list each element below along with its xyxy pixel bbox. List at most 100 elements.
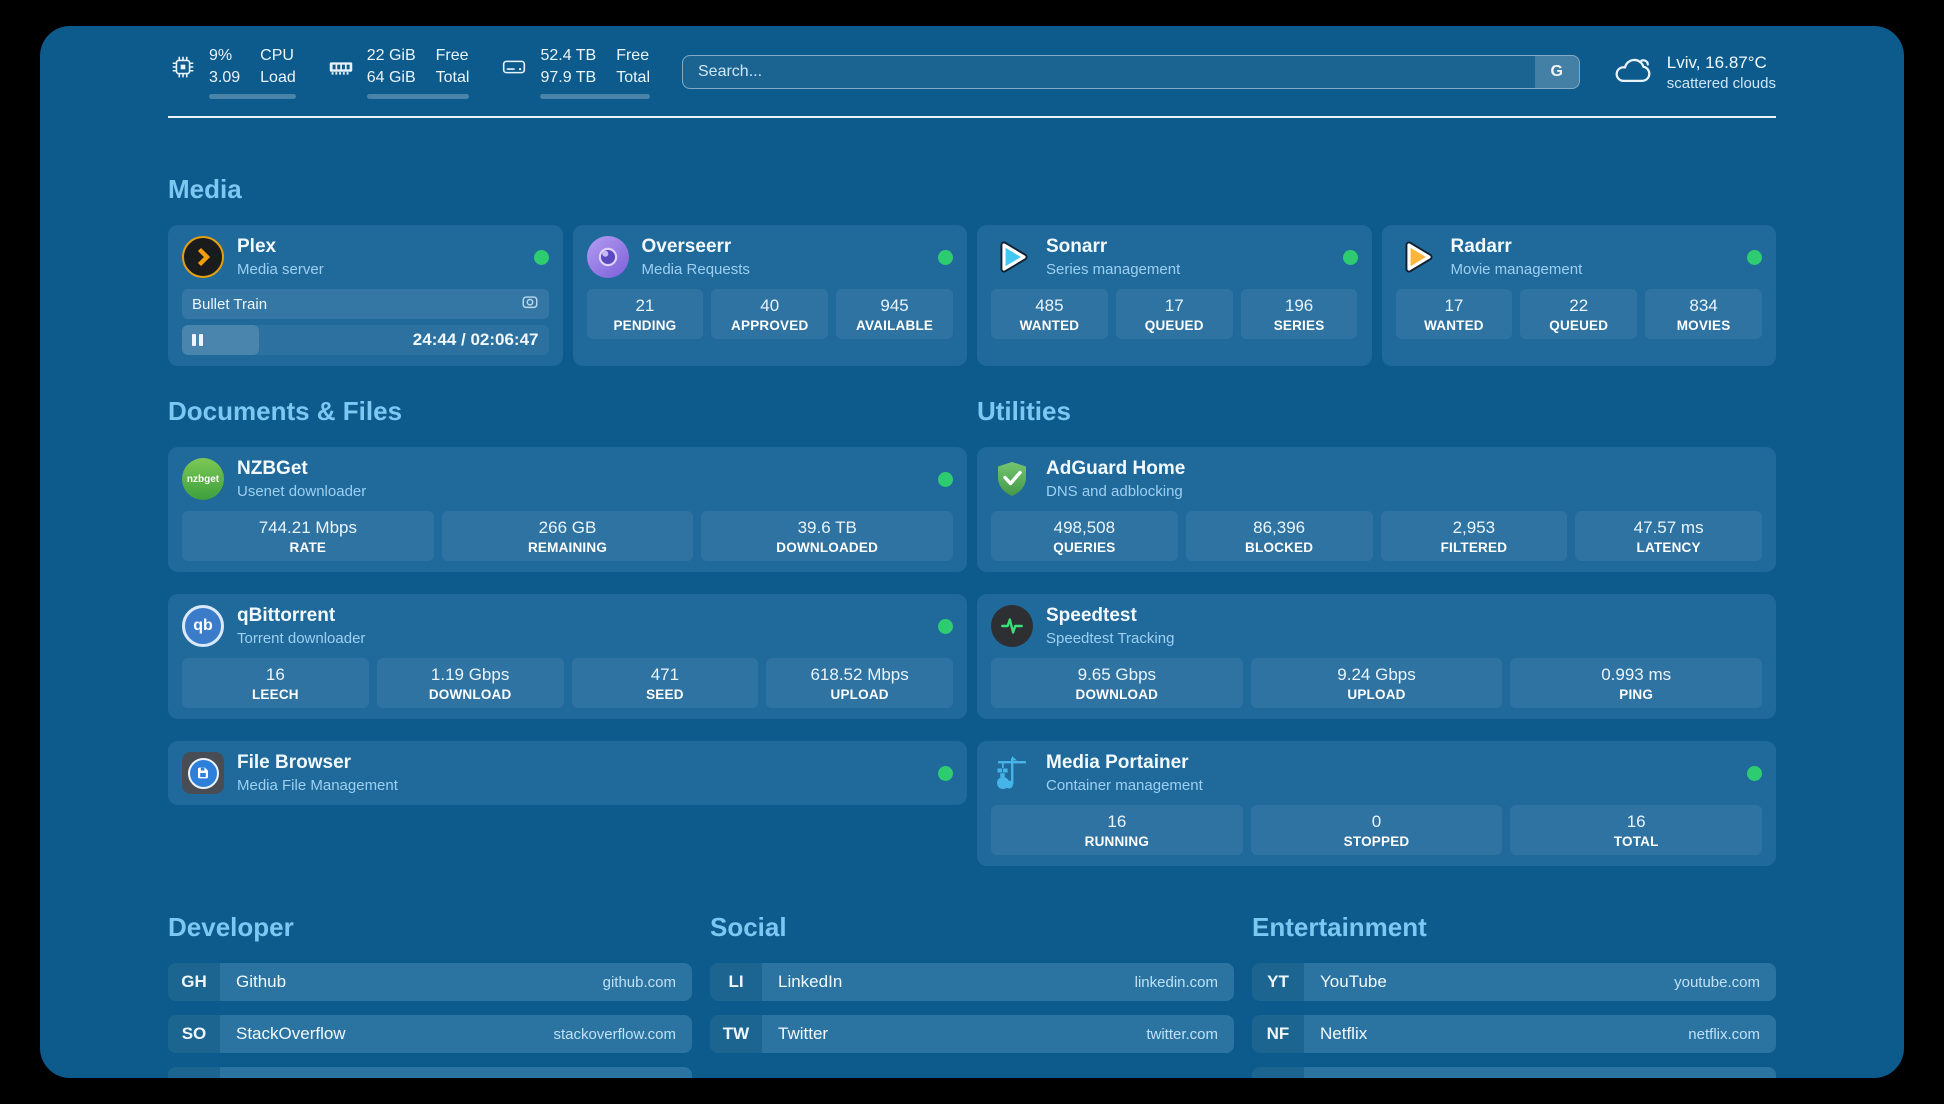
stat-value: 16	[1107, 812, 1127, 831]
stat-value: 1.19 Gbps	[430, 665, 510, 684]
search-engine-button[interactable]: G	[1534, 56, 1579, 88]
stat-label: QUEUED	[1144, 318, 1204, 333]
stat-movies: 834 MOVIES	[1645, 289, 1762, 339]
stat-value: 3.09	[209, 69, 241, 86]
stat-label: CPU	[260, 47, 294, 65]
app-card-filebrowser[interactable]: File Browser Media File Management	[168, 741, 967, 805]
app-card-plex[interactable]: Plex Media server Bullet Train	[168, 225, 563, 366]
stat-label: DOWNLOADED	[776, 540, 879, 555]
app-name: Sonarr	[1046, 236, 1108, 258]
stat-value: 945	[880, 296, 909, 315]
link-dev[interactable]: DT DEV dev.to	[168, 1067, 692, 1078]
app-card-adguard[interactable]: AdGuard Home DNS and adblocking 498,508 …	[977, 447, 1776, 572]
app-card-qbittorrent[interactable]: qb qBittorrent Torrent downloader 16	[168, 594, 967, 719]
disk-icon	[499, 45, 529, 87]
stat-label: STOPPED	[1343, 834, 1410, 849]
stat-download: 9.65 Gbps DOWNLOAD	[991, 658, 1243, 708]
link-domain: dev.to	[636, 1078, 676, 1079]
dashboard: 9% CPU 3.09 Load	[40, 26, 1904, 1078]
app-card-speedtest[interactable]: Speedtest Speedtest Tracking 9.65 Gbps D…	[977, 594, 1776, 719]
link-domain: linkedin.com	[1134, 973, 1218, 991]
stat-value: 2,953	[1452, 518, 1496, 537]
stat-label: RATE	[289, 540, 327, 555]
stat-value: 47.57 ms	[1633, 518, 1704, 537]
stat-label: Free	[616, 47, 650, 65]
adguard-icon	[991, 458, 1033, 500]
link-github[interactable]: GH Github github.com	[168, 963, 692, 1001]
stat-approved: 40 APPROVED	[711, 289, 829, 339]
stat-latency: 47.57 ms LATENCY	[1575, 511, 1762, 561]
status-dot	[1747, 765, 1762, 781]
link-name: Github	[236, 972, 287, 991]
link-name: DEV	[236, 1076, 626, 1078]
app-card-nzbget[interactable]: nzbget NZBGet Usenet downloader 744.21 M…	[168, 447, 967, 572]
app-description: Container management	[1046, 776, 1203, 794]
section-title: Documents & Files	[168, 396, 403, 426]
link-name: YouTube	[1320, 972, 1387, 991]
app-description: Media server	[237, 260, 324, 278]
app-name: NZBGet	[237, 458, 308, 480]
pause-icon[interactable]	[192, 334, 203, 346]
link-abbr: NF	[1252, 1015, 1304, 1053]
stat-queued: 17 QUEUED	[1115, 289, 1233, 339]
link-twitter[interactable]: TW Twitter twitter.com	[710, 1015, 1234, 1053]
link-stackoverflow[interactable]: SO StackOverflow stackoverflow.com	[168, 1015, 692, 1053]
link-name: Twitter	[778, 1024, 829, 1043]
app-card-sonarr[interactable]: Sonarr Series management 485 WANTED 17 Q…	[977, 225, 1372, 366]
now-playing-title: Bullet Train	[192, 295, 268, 313]
link-domain: stackoverflow.com	[553, 1025, 676, 1043]
cpu-stat-widget: 9% CPU 3.09 Load	[168, 45, 296, 99]
status-dot	[1342, 249, 1358, 265]
stat-value: 0.993 ms	[1601, 665, 1672, 684]
app-card-portainer[interactable]: Media Portainer Container management 16 …	[977, 741, 1776, 866]
section-documents: Documents & Files nzbget NZBGet Usenet d…	[168, 396, 967, 866]
link-domain: netflix.com	[1688, 1025, 1760, 1043]
app-card-overseerr[interactable]: Overseerr Media Requests 21 PENDING 40 A…	[572, 225, 967, 366]
stat-label: Total	[616, 69, 650, 86]
link-domain: twitter.com	[1146, 1025, 1218, 1043]
app-name: qBittorrent	[237, 605, 336, 627]
stat-value: 834	[1689, 296, 1718, 315]
portainer-icon	[991, 752, 1033, 794]
link-domain: youtube.com	[1674, 973, 1760, 991]
link-abbr: LI	[710, 963, 762, 1001]
stat-label: APPROVED	[731, 318, 809, 333]
nzbget-icon: nzbget	[182, 458, 224, 500]
link-netflix[interactable]: NF Netflix netflix.com	[1252, 1015, 1776, 1053]
stat-upload: 618.52 Mbps UPLOAD	[766, 658, 953, 708]
stat-value: 22	[1569, 296, 1589, 315]
app-name: Radarr	[1450, 236, 1512, 258]
stat-wanted: 17 WANTED	[1395, 289, 1513, 339]
search-input[interactable]	[683, 56, 1535, 88]
stat-label: WANTED	[1019, 318, 1080, 333]
app-card-radarr[interactable]: Radarr Movie management 17 WANTED 22 QUE…	[1381, 225, 1776, 366]
section-developer: Developer GH Github github.com SO StackO…	[168, 912, 692, 1078]
status-dot	[1747, 249, 1762, 265]
stat-label: WANTED	[1424, 318, 1484, 333]
cloud-icon	[1612, 53, 1654, 92]
stat-value: 17	[1164, 296, 1184, 315]
link-youtube[interactable]: YT YouTube youtube.com	[1252, 963, 1776, 1001]
app-description: Series management	[1046, 260, 1181, 278]
app-name: Plex	[237, 236, 277, 258]
stat-series: 196 SERIES	[1240, 289, 1358, 339]
stat-label: PENDING	[613, 318, 677, 333]
stat-rate: 744.21 Mbps RATE	[182, 511, 434, 561]
stat-running: 16 RUNNING	[991, 805, 1243, 855]
section-media: Media Plex Media server	[168, 174, 1776, 366]
link-reddit[interactable]: RE Reddit reddit.com	[1252, 1067, 1776, 1078]
stat-label: BLOCKED	[1245, 540, 1314, 555]
link-abbr: RE	[1252, 1067, 1304, 1078]
link-linkedin[interactable]: LI LinkedIn linkedin.com	[710, 963, 1234, 1001]
stat-label: Free	[435, 47, 469, 65]
link-abbr: TW	[710, 1015, 762, 1053]
search-bar[interactable]: G	[682, 55, 1580, 89]
now-playing-progress-row[interactable]: 24:44 / 02:06:47	[182, 325, 549, 355]
stat-value: 744.21 Mbps	[258, 518, 357, 537]
stat-value: 266 GB	[538, 518, 597, 537]
disk-stat-widget: 52.4 TB Free 97.9 TB Total	[499, 45, 650, 99]
stat-label: REMAINING	[527, 540, 608, 555]
link-domain: github.com	[602, 973, 676, 991]
stat-value: 498,508	[1053, 518, 1116, 537]
stat-value: 196	[1284, 296, 1314, 315]
